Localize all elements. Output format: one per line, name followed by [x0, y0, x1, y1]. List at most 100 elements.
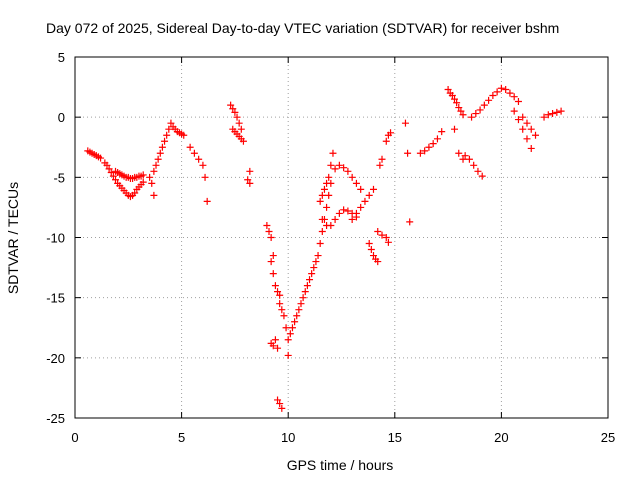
data-point [318, 215, 326, 223]
series-arc-s [331, 161, 365, 193]
data-point [139, 171, 147, 179]
data-point [237, 125, 245, 133]
series-arc-ac [468, 84, 522, 121]
y-tick-label: -20 [46, 351, 65, 366]
data-point [374, 227, 382, 235]
y-tick-label: -25 [46, 411, 65, 426]
data-point [527, 144, 535, 152]
series-arc-y [416, 128, 446, 157]
data-point [299, 294, 307, 302]
data-point [303, 282, 311, 290]
series-arc-t [348, 185, 377, 223]
data-point [278, 404, 286, 412]
data-point [325, 173, 333, 181]
series-arc-j [244, 176, 254, 187]
data-point [329, 149, 337, 157]
series-arc-k [263, 221, 277, 260]
data-point [457, 107, 465, 115]
x-tick-label: 15 [388, 430, 402, 445]
series-arc-a [84, 147, 105, 162]
axis-ticks [74, 56, 609, 419]
data-point [472, 110, 480, 118]
data-point [195, 155, 203, 163]
data-point [387, 129, 395, 137]
data-point [369, 252, 377, 260]
data-point [480, 101, 488, 109]
data-point [165, 125, 173, 133]
data-point [382, 137, 390, 145]
data-point [244, 176, 252, 184]
data-point [269, 342, 277, 350]
data-point [401, 119, 409, 127]
data-point [527, 125, 535, 133]
series-arc-b [101, 159, 147, 201]
data-point [167, 119, 175, 127]
plot-frame [74, 56, 609, 419]
series-arc-u [365, 240, 382, 266]
data-point [331, 215, 339, 223]
data-point [278, 306, 286, 314]
data-points [84, 84, 565, 412]
data-point [382, 234, 390, 241]
data-point [235, 119, 243, 127]
data-point [406, 218, 414, 226]
data-point [331, 165, 339, 173]
data-point [376, 161, 384, 169]
data-point [295, 306, 303, 314]
data-point [553, 108, 561, 116]
data-point [404, 149, 412, 157]
data-point [485, 96, 493, 104]
data-point [474, 167, 482, 175]
data-point [476, 106, 484, 114]
data-point [146, 173, 154, 181]
data-point [227, 101, 235, 109]
data-point [378, 231, 386, 239]
series-arc-d [146, 173, 158, 199]
data-point [323, 179, 331, 187]
data-point [453, 99, 461, 107]
data-point [109, 172, 117, 180]
data-point [352, 209, 360, 217]
data-point [274, 288, 282, 296]
data-point [327, 221, 335, 229]
data-point [506, 89, 514, 97]
data-point [201, 173, 209, 181]
x-tick-label: 25 [601, 430, 615, 445]
data-point [203, 197, 211, 205]
y-tick-label: -10 [46, 231, 65, 246]
data-point [459, 155, 467, 163]
data-point [269, 252, 277, 260]
data-point [148, 179, 156, 187]
series-arc-ab [465, 155, 486, 180]
data-point [274, 344, 282, 352]
data-point [271, 336, 279, 344]
data-point [465, 155, 473, 163]
y-tick-label: 0 [58, 110, 65, 125]
chart-title: Day 072 of 2025, Sidereal Day-to-day VTE… [46, 20, 559, 36]
data-point [367, 246, 375, 254]
data-point [267, 234, 275, 241]
data-point [233, 113, 241, 121]
data-point [316, 197, 324, 205]
data-point [378, 155, 386, 163]
series-arc-l [267, 258, 284, 299]
data-point [425, 143, 433, 151]
data-point [276, 291, 284, 299]
data-point [325, 191, 333, 199]
data-point [180, 131, 188, 139]
data-point [246, 167, 254, 175]
data-point [438, 128, 446, 136]
data-point [323, 203, 331, 211]
data-point [267, 258, 275, 266]
data-point [327, 161, 335, 169]
data-point [519, 125, 527, 133]
data-point [112, 176, 120, 184]
data-point [161, 137, 169, 145]
data-point [519, 113, 527, 121]
data-point [239, 137, 247, 145]
data-point [312, 258, 320, 266]
tick-labels: 0 5 10 15 20 25 -25 -20 -15 -10 -5 0 5 [46, 50, 615, 445]
data-point [357, 185, 365, 193]
data-point [544, 111, 552, 119]
data-point [557, 107, 565, 115]
